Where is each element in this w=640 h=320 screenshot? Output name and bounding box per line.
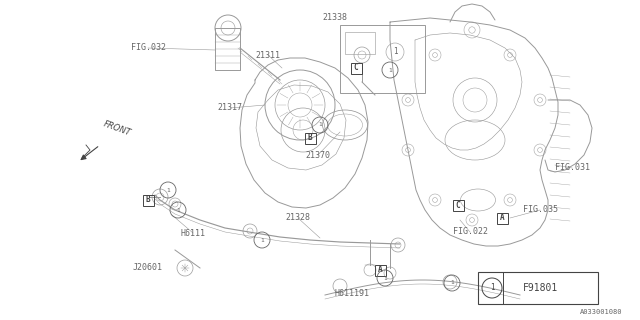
Text: A: A bbox=[500, 213, 504, 222]
Text: 1: 1 bbox=[450, 281, 454, 285]
Text: B: B bbox=[146, 196, 150, 204]
Bar bbox=[345, 32, 375, 54]
Text: 21338: 21338 bbox=[323, 13, 348, 22]
Text: FIG.032: FIG.032 bbox=[131, 44, 166, 52]
Text: 1: 1 bbox=[176, 207, 180, 212]
Text: FIG.022: FIG.022 bbox=[452, 228, 488, 236]
Bar bbox=[143, 195, 154, 206]
Text: 1: 1 bbox=[318, 123, 322, 127]
Text: 1: 1 bbox=[166, 188, 170, 193]
Text: 21317: 21317 bbox=[218, 103, 243, 113]
Bar bbox=[478, 272, 598, 304]
Bar bbox=[453, 200, 464, 211]
Text: A: A bbox=[378, 266, 382, 275]
Text: B: B bbox=[308, 133, 312, 142]
Bar bbox=[340, 25, 425, 93]
Text: H6111: H6111 bbox=[180, 228, 205, 237]
Text: FRONT: FRONT bbox=[102, 120, 132, 138]
Bar bbox=[497, 213, 508, 224]
Text: 1: 1 bbox=[383, 276, 387, 281]
Bar bbox=[375, 265, 386, 276]
Bar bbox=[305, 133, 316, 144]
Text: J20601: J20601 bbox=[133, 263, 163, 273]
Text: H611191: H611191 bbox=[335, 289, 369, 298]
Text: 1: 1 bbox=[393, 47, 397, 57]
Text: 21370: 21370 bbox=[305, 150, 330, 159]
Text: 21311: 21311 bbox=[255, 51, 280, 60]
Text: 1: 1 bbox=[388, 68, 392, 73]
Text: 1: 1 bbox=[260, 237, 264, 243]
Text: FIG.031: FIG.031 bbox=[554, 164, 589, 172]
Text: A033001080: A033001080 bbox=[579, 309, 622, 315]
Text: 1: 1 bbox=[490, 284, 494, 292]
Text: F91801: F91801 bbox=[524, 283, 559, 293]
Text: C: C bbox=[354, 63, 358, 73]
Text: 21328: 21328 bbox=[285, 213, 310, 222]
Text: C: C bbox=[456, 201, 460, 210]
Bar bbox=[351, 63, 362, 74]
Text: FIG.035: FIG.035 bbox=[522, 205, 557, 214]
